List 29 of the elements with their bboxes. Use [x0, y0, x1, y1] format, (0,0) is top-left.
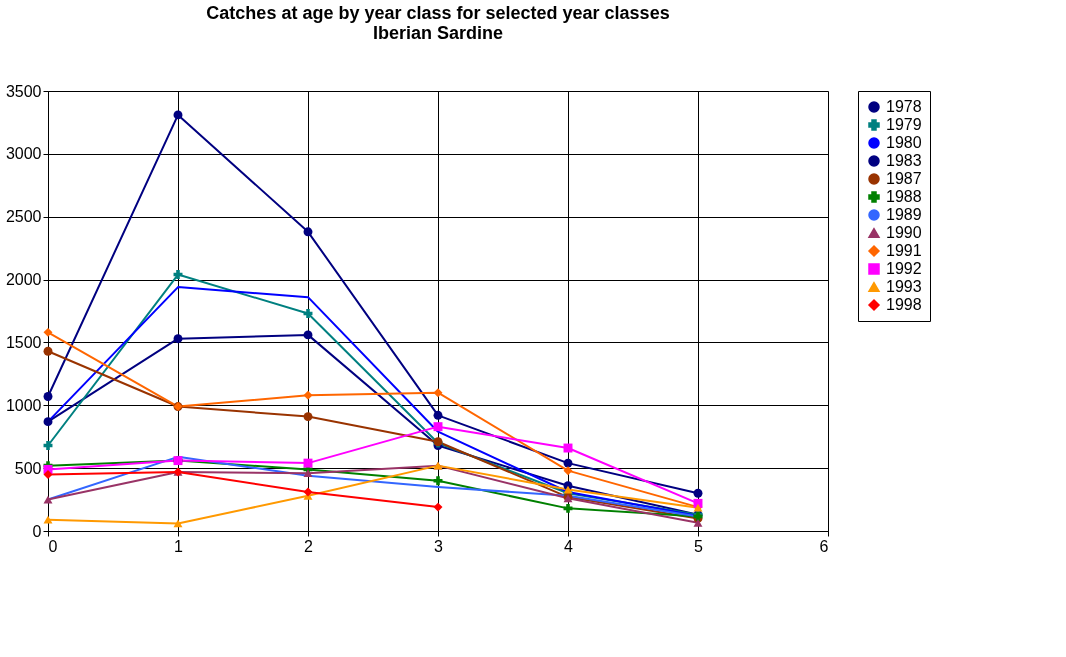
x-tick-label: 0 — [48, 537, 58, 555]
legend-label: 1992 — [886, 260, 922, 277]
legend-label: 1993 — [886, 278, 922, 295]
y-tick-label: 2000 — [5, 271, 42, 289]
legend-label: 1991 — [886, 242, 922, 259]
x-tick-label: 4 — [564, 537, 574, 555]
y-tick-label: 0 — [32, 522, 42, 540]
legend-label: 1988 — [886, 188, 922, 205]
y-tick-label: 2500 — [5, 208, 42, 226]
text: Iberian Sardine — [372, 23, 504, 43]
legend-label: 1978 — [886, 98, 922, 115]
x-tick-label: 2 — [304, 537, 314, 555]
legend-label: 1980 — [886, 134, 922, 151]
text: Catches at age by year class for selected year classes — [206, 3, 670, 23]
legend-label: 1979 — [886, 116, 922, 133]
y-tick-label: 3000 — [5, 145, 42, 163]
x-tick-label: 6 — [819, 537, 829, 555]
legend-label: 1990 — [886, 224, 922, 241]
x-tick-label: 5 — [694, 537, 704, 555]
legend-label: 1983 — [886, 152, 922, 169]
legend-label: 1989 — [886, 206, 922, 223]
y-tick-label: 500 — [14, 459, 42, 477]
y-tick-label: 1000 — [5, 396, 42, 414]
legend-label: 1998 — [886, 296, 922, 313]
legend-label: 1987 — [886, 170, 922, 187]
x-tick-label: 1 — [174, 537, 184, 555]
y-tick-label: 1500 — [5, 333, 42, 351]
x-tick-label: 3 — [434, 537, 444, 555]
y-tick-label: 3500 — [5, 82, 42, 100]
